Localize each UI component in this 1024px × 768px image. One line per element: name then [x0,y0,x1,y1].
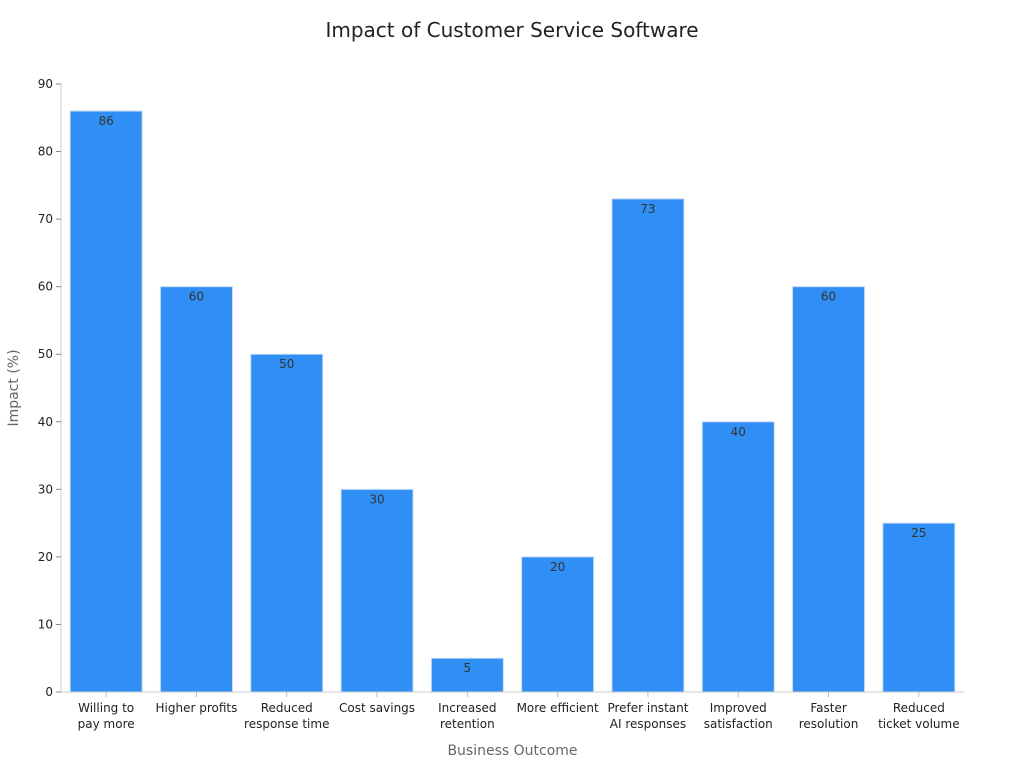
y-tick-label: 20 [38,550,53,564]
y-tick-label: 70 [38,212,53,226]
data-label: 60 [821,290,836,304]
data-label: 30 [369,492,384,506]
x-tick-label: More efficient [517,701,599,715]
data-label: 40 [731,425,746,439]
y-tick-label: 30 [38,482,53,496]
bar [69,110,143,693]
data-label: 73 [640,202,655,216]
bar [521,556,595,693]
data-label: 60 [189,290,204,304]
y-tick-label: 60 [38,280,53,294]
data-label: 5 [464,661,472,675]
y-tick-label: 10 [38,617,53,631]
bar [159,286,233,693]
data-label: 20 [550,560,565,574]
x-tick-label: Prefer instant AI responses [607,701,688,731]
bar [340,488,414,693]
x-tick-label: Faster resolution [799,701,859,731]
data-label: 50 [279,357,294,371]
bar [792,286,866,693]
data-label: 86 [99,114,114,128]
bar [430,657,504,693]
bar [882,522,956,693]
y-tick-label: 0 [45,685,53,699]
y-tick-label: 50 [38,347,53,361]
y-axis-title: Impact (%) [6,349,22,426]
bar [611,198,685,693]
bar [250,353,324,693]
y-tick-label: 90 [38,77,53,91]
x-tick-label: Reduced ticket volume [878,701,960,731]
x-tick-label: Improved satisfaction [704,701,773,731]
x-axis-title: Business Outcome [447,743,577,759]
bar [701,421,775,693]
x-tick-label: Increased retention [438,701,496,731]
x-tick-label: Willing to pay more [78,701,135,731]
y-tick-label: 40 [38,415,53,429]
x-tick-label: Higher profits [156,701,238,715]
x-tick-label: Reduced response time [244,701,329,731]
chart-title: Impact of Customer Service Software [325,18,699,42]
y-tick-label: 80 [38,145,53,159]
data-label: 25 [911,526,926,540]
x-tick-label: Cost savings [339,701,415,715]
